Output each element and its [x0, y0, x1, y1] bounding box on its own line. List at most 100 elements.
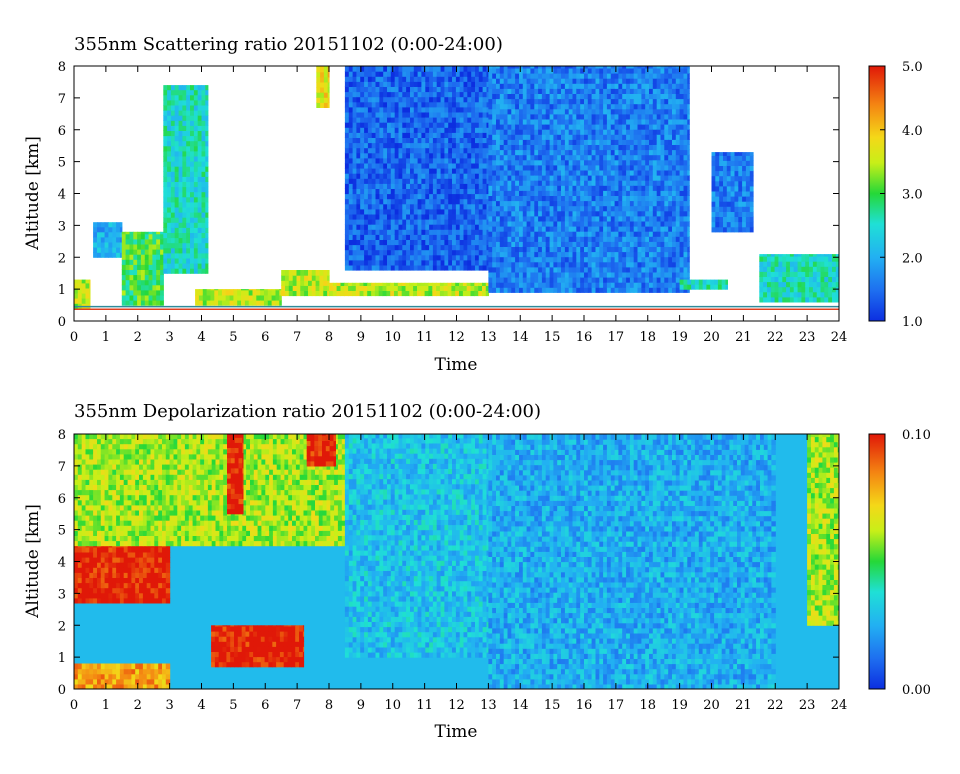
feature-region: [211, 625, 304, 667]
y-tick-label: 4: [58, 556, 66, 571]
x-axis-label: Time: [435, 722, 478, 742]
colorbar-tick-label: 1.0: [902, 315, 923, 330]
colorbar-tick-label: 0.10: [902, 428, 931, 443]
feature-region: [712, 152, 754, 232]
x-tick-label: 5: [229, 330, 237, 345]
x-tick-label: 7: [293, 330, 301, 345]
colorbar-tick-label: 4.0: [902, 124, 923, 139]
x-tick-label: 11: [416, 330, 433, 345]
feature-region: [680, 280, 728, 290]
y-tick-label: 8: [58, 428, 66, 443]
colorbar-ticks: 0.00 0.10: [880, 428, 931, 698]
x-tick-label: 0: [70, 330, 78, 345]
x-tick-label: 18: [639, 698, 656, 713]
x-tick-label: 10: [384, 330, 401, 345]
x-tick-label: 14: [512, 698, 529, 713]
x-tick-label: 3: [165, 698, 173, 713]
x-tick-label: 6: [261, 698, 269, 713]
colorbar-tick-label: 5.0: [902, 60, 923, 75]
x-tick-label: 23: [799, 330, 816, 345]
feature-region: [195, 289, 282, 306]
x-tick-label: 8: [325, 330, 333, 345]
x-tick-label: 6: [261, 330, 269, 345]
x-tick-label: 2: [134, 330, 142, 345]
x-tick-label: 22: [767, 330, 784, 345]
colorbar: 0.00 0.10: [869, 428, 931, 698]
y-tick-label: 5: [58, 524, 66, 539]
x-tick-label: 18: [639, 330, 656, 345]
x-tick-label: 19: [671, 698, 688, 713]
feature-region: [307, 434, 336, 467]
feature-region: [345, 434, 489, 658]
feature-region: [74, 539, 170, 603]
plot-area: [74, 66, 840, 309]
feature-region: [227, 434, 244, 514]
x-tick-label: 2: [134, 698, 142, 713]
y-axis-label: Altitude [km]: [23, 136, 43, 251]
y-tick-label: 8: [58, 60, 66, 75]
feature-region: [488, 66, 689, 293]
y-tick-label: 2: [58, 251, 66, 266]
feature-region: [759, 254, 839, 302]
feature-region: [163, 85, 208, 274]
y-tick-label: 7: [58, 92, 66, 107]
x-axis-label: Time: [435, 355, 478, 375]
panel-title: 355nm Depolarization ratio 20151102 (0:0…: [74, 401, 541, 422]
x-tick-label: 19: [671, 330, 688, 345]
x-tick-label: 12: [448, 330, 465, 345]
y-tick-label: 3: [58, 587, 66, 602]
y-tick-label: 0: [58, 683, 66, 698]
feature-region: [74, 280, 91, 309]
x-tick-label: 10: [384, 698, 401, 713]
y-tick-label: 7: [58, 460, 66, 475]
x-tick-label: 13: [480, 698, 497, 713]
colorbar-tick-label: 0.00: [902, 683, 931, 698]
x-tick-label: 4: [197, 330, 205, 345]
y-tick-label: 1: [58, 283, 66, 298]
colorbar: 1.02.03.04.05.0: [869, 60, 923, 330]
plot-area: [74, 434, 840, 690]
x-tick-label: 1: [102, 330, 110, 345]
feature-region: [74, 434, 346, 546]
x-tick-label: 8: [325, 698, 333, 713]
feature-region: [316, 66, 329, 108]
feature-region: [281, 270, 329, 296]
x-tick-label: 16: [576, 330, 593, 345]
x-tick-label: 5: [229, 698, 237, 713]
x-tick-label: 21: [735, 330, 752, 345]
x-tick-label: 21: [735, 698, 752, 713]
scattering-ratio-panel: 355nm Scattering ratio 20151102 (0:00-24…: [23, 34, 923, 375]
x-tick-label: 3: [165, 330, 173, 345]
y-tick-label: 5: [58, 156, 66, 171]
x-tick-label: 24: [831, 330, 848, 345]
x-tick-label: 11: [416, 698, 433, 713]
y-tick-label: 1: [58, 651, 66, 666]
depolarization-ratio-panel: 355nm Depolarization ratio 20151102 (0:0…: [23, 401, 931, 742]
x-tick-label: 14: [512, 330, 529, 345]
x-tick-label: 24: [831, 698, 848, 713]
feature-region: [329, 283, 489, 296]
y-tick-label: 6: [58, 124, 66, 139]
y-tick-label: 0: [58, 315, 66, 330]
feature-region: [488, 434, 775, 690]
panel-title: 355nm Scattering ratio 20151102 (0:00-24…: [74, 34, 503, 55]
colorbar-gradient: [869, 434, 885, 689]
x-tick-label: 7: [293, 698, 301, 713]
x-tick-label: 20: [703, 698, 720, 713]
x-tick-label: 15: [544, 698, 561, 713]
x-tick-label: 9: [357, 330, 365, 345]
y-tick-label: 6: [58, 492, 66, 507]
y-tick-label: 3: [58, 219, 66, 234]
x-tick-label: 9: [357, 698, 365, 713]
y-axis-label: Altitude [km]: [23, 504, 43, 619]
x-tick-label: 0: [70, 698, 78, 713]
x-tick-label: 13: [480, 330, 497, 345]
x-tick-label: 1: [102, 698, 110, 713]
x-tick-label: 20: [703, 330, 720, 345]
y-tick-label: 4: [58, 188, 66, 203]
feature-region: [93, 222, 122, 258]
x-tick-label: 12: [448, 698, 465, 713]
y-tick-label: 2: [58, 619, 66, 634]
feature-region: [345, 66, 489, 271]
